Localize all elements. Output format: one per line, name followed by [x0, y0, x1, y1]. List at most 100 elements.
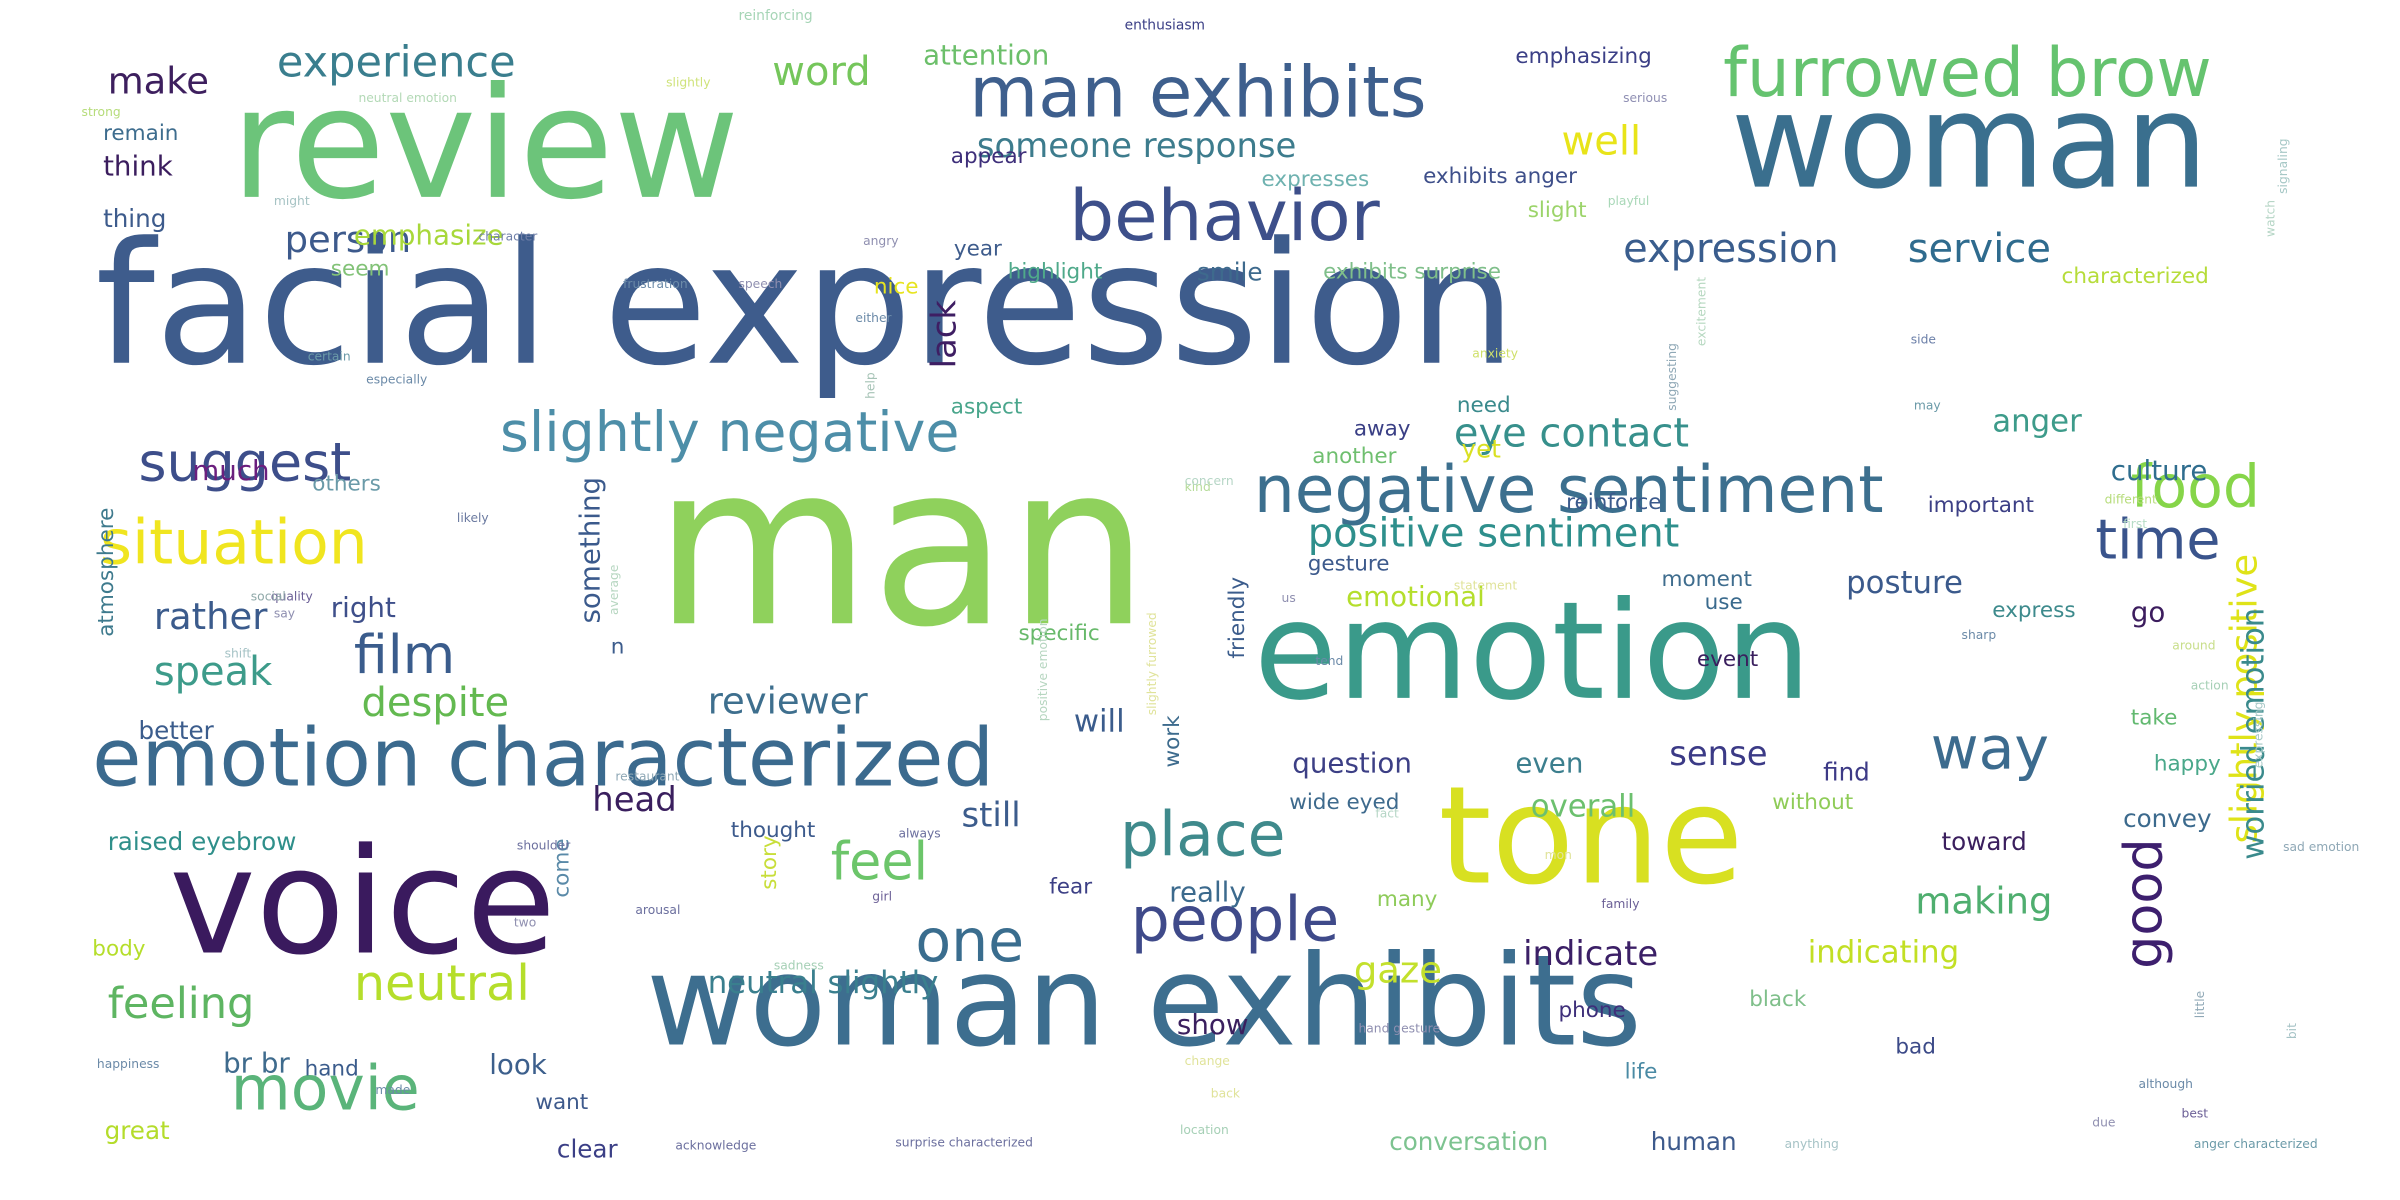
word-side: side [1911, 332, 1936, 346]
word-happiness: happiness [97, 1057, 160, 1071]
word-appear: appear [951, 144, 1027, 169]
word-slightly-negative: slightly negative [500, 401, 960, 465]
word-shoulder: shoulder [517, 839, 571, 853]
word-family: family [1602, 897, 1640, 911]
word-fact: fact [1375, 806, 1399, 820]
word-anything: anything [1785, 1137, 1839, 1151]
word-better: better [138, 716, 214, 745]
word-sharp: sharp [1962, 628, 1997, 642]
word-feeling: feeling [108, 979, 255, 1029]
word-well: well [1562, 118, 1642, 164]
word-raised-eyebrow: raised eyebrow [108, 827, 297, 856]
word-emphasizing: emphasizing [1515, 44, 1651, 69]
word-although: although [2138, 1077, 2192, 1091]
word-important: important [1928, 493, 2034, 518]
word-little: little [2193, 991, 2207, 1018]
word-watch: watch [2264, 200, 2278, 237]
word-way: way [1931, 715, 2049, 783]
word-sadness: sadness [774, 959, 824, 973]
word-find: find [1823, 758, 1870, 787]
word-despite: despite [362, 680, 510, 726]
word-yet: yet [1462, 435, 1502, 464]
word-acknowledge: acknowledge [675, 1139, 756, 1153]
word-another: another [1312, 444, 1396, 469]
word-situation: situation [100, 506, 368, 578]
word-two: two [514, 916, 536, 930]
word-positive-sentiment: positive sentiment [1308, 511, 1680, 557]
word-year: year [954, 236, 1002, 261]
word-might: might [274, 194, 310, 208]
word-place: place [1120, 799, 1286, 871]
word-neutral: neutral [354, 954, 530, 1012]
word-girl: girl [872, 889, 892, 903]
word-reviewer: reviewer [708, 679, 869, 722]
word-hand-gesture: hand gesture [1358, 1022, 1440, 1036]
word-attention: attention [923, 39, 1049, 72]
word-convey: convey [2123, 804, 2211, 833]
word-tone: tone [1438, 757, 1743, 915]
word-neutral-emotion: neutral emotion [358, 91, 457, 105]
word-happy: happy [2154, 752, 2221, 777]
word-feel: feel [831, 831, 928, 892]
word-best: best [2182, 1106, 2209, 1120]
word-clear: clear [557, 1135, 619, 1164]
word-positive-emotion: positive emotion [1036, 618, 1050, 721]
word-tend: tend [1315, 654, 1343, 668]
word-without: without [1772, 790, 1853, 815]
word-speak: speak [154, 649, 273, 695]
word-hand: hand [305, 1056, 359, 1081]
word-made: made [375, 1083, 410, 1097]
word-specific: specific [1018, 621, 1099, 646]
word-atmosphere: atmosphere [94, 508, 119, 637]
word-show: show [1177, 1008, 1249, 1041]
word-restaurant: restaurant [615, 769, 679, 783]
word-use: use [1705, 590, 1743, 615]
word-exhibits-surprise: exhibits surprise [1323, 259, 1501, 284]
word-right: right [331, 591, 396, 624]
word-may: may [1914, 399, 1941, 413]
word-anger: anger [1992, 404, 2082, 440]
word-statement: statement [1454, 579, 1517, 593]
word-characterized: characterized [2062, 264, 2209, 289]
word-sad-emotion: sad emotion [2283, 840, 2359, 854]
word-time: time [2095, 509, 2220, 573]
word-thing: thing [103, 204, 166, 233]
word-help: help [864, 372, 878, 399]
word-friendly: friendly [1225, 577, 1250, 659]
word-slightly-furrowed: slightly furrowed [1145, 612, 1159, 715]
word-posture: posture [1846, 565, 1963, 601]
word-different: different [2105, 492, 2157, 506]
word-anger-characterized: anger characterized [2194, 1137, 2318, 1151]
word-action: action [2191, 679, 2229, 693]
word-take: take [2131, 705, 2178, 730]
word-concern: concern [1185, 474, 1234, 488]
word-culture: culture [2111, 454, 2208, 487]
word-gaze: gaze [1354, 949, 1442, 992]
word-will: will [1074, 704, 1125, 740]
word-indicating: indicating [1808, 934, 1959, 970]
word-slight: slight [1528, 198, 1587, 223]
word-still: still [962, 795, 1021, 834]
word-highlight: highlight [1008, 259, 1103, 284]
word-really: really [1169, 876, 1246, 909]
word-change: change [1185, 1054, 1230, 1068]
word-anxiety: anxiety [1472, 346, 1518, 360]
word-away: away [1354, 416, 1411, 441]
word-making: making [1915, 879, 2052, 922]
word-expresses: expresses [1262, 167, 1370, 192]
word-aspect: aspect [951, 395, 1023, 420]
word-head: head [592, 780, 676, 819]
word-question: question [1292, 746, 1412, 779]
word-shift: shift [225, 646, 252, 660]
word-slightly: slightly [666, 76, 710, 90]
word-even: even [1515, 746, 1583, 779]
word-average: average [607, 565, 621, 615]
word-especially: especially [366, 372, 427, 386]
word-need: need [1457, 393, 1511, 418]
word-around: around [2172, 639, 2215, 653]
word-speech: speech [738, 277, 782, 291]
word-either: either [855, 311, 892, 325]
word-location: location [1180, 1123, 1229, 1137]
